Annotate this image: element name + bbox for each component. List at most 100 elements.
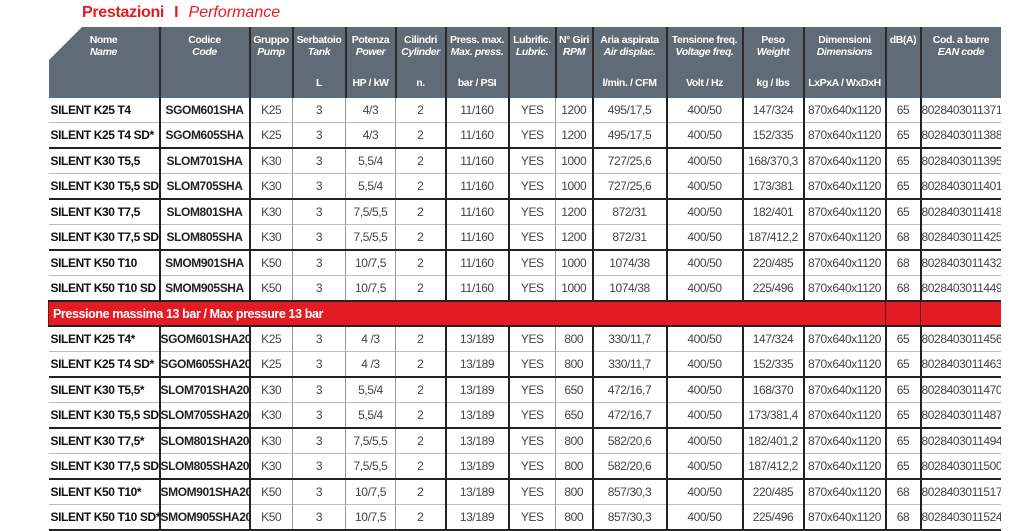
table-cell: 8028403011463	[919, 351, 1001, 378]
table-cell: YES	[507, 453, 556, 480]
table-cell: 152/335	[741, 351, 804, 378]
table-cell: 3	[292, 148, 346, 174]
table-row: SILENT K30 T7,5 SLOM801SHA K30 3 7,5/5,5 2 11/…	[48, 199, 1001, 225]
column-header-en: EAN code	[937, 46, 985, 58]
column-header: Serbatoio Tank L	[291, 27, 346, 98]
section-band-row: Pressione massima 13 bar / Max pressure …	[48, 301, 1001, 327]
table-cell: 7,5/5,5	[345, 224, 396, 251]
column-header-unit: l/min. / CFM	[602, 77, 657, 89]
table-cell: 11/160	[444, 148, 509, 174]
table-cell: 870x640x1120	[802, 351, 886, 378]
table-cell: 870x640x1120	[802, 250, 886, 276]
table-cell: K50	[248, 504, 293, 531]
table-cell: 472/16,7	[591, 402, 667, 429]
table-cell: 182/401	[741, 199, 804, 225]
table-cell: 8028403011432	[919, 250, 1001, 276]
table-cell: 8028403011517	[919, 479, 1001, 505]
column-header-en: Tank	[307, 46, 331, 58]
table-cell: 8028403011449	[919, 275, 1001, 302]
table-cell: 220/485	[741, 479, 804, 505]
table-cell: 8028403011470	[919, 377, 1001, 403]
table-cell: 857/30,3	[591, 504, 667, 531]
table-cell: 400/50	[665, 326, 743, 352]
table-cell: 2	[395, 122, 446, 149]
table-cell: 10/7,5	[345, 479, 396, 505]
cell-code: SLOM805SHA206	[158, 453, 250, 480]
table-cell: 11/160	[444, 250, 509, 276]
table-cell: 870x640x1120	[802, 224, 886, 251]
column-header-en: RPM	[562, 46, 586, 58]
table-cell: 3	[292, 275, 346, 302]
column-header-en: Max. press.	[450, 46, 504, 58]
table-row: SILENT K50 T10 SD SMOM905SHA K50 3 10/7,5 2 11…	[48, 275, 1001, 302]
table-cell: 7,5/5,5	[345, 453, 396, 480]
table-cell: 1000	[555, 173, 593, 200]
table-cell: 1000	[555, 148, 593, 174]
table-cell: 13/189	[444, 377, 509, 403]
table-cell: 13/189	[444, 428, 509, 454]
column-header: N° Giri RPM	[554, 27, 593, 98]
table-cell: 400/50	[665, 479, 743, 505]
table-cell: 2	[395, 402, 446, 429]
table-cell: 1074/38	[591, 275, 667, 302]
table-cell: 3	[292, 453, 346, 480]
table-row: SILENT K30 T7,5 SD SLOM805SHA K30 3 7,5/5,5 2…	[48, 224, 1001, 251]
table-cell: 582/20,6	[591, 428, 667, 454]
table-cell: 727/25,6	[591, 173, 667, 200]
table-cell: 400/50	[665, 275, 743, 302]
column-header-en: Code	[192, 46, 217, 58]
table-cell: 8028403011456	[919, 326, 1001, 352]
table-cell: K50	[248, 479, 293, 505]
table-cell: 152/335	[741, 122, 804, 149]
table-cell: 65	[884, 377, 921, 403]
column-header-it: Peso	[761, 34, 785, 46]
table-cell: 2	[395, 377, 446, 403]
table-cell: 182/401,2	[741, 428, 804, 454]
table-cell: YES	[507, 173, 556, 200]
column-header: Codice Code	[158, 27, 250, 98]
table-cell: K30	[248, 402, 293, 429]
table-cell: 400/50	[665, 199, 743, 225]
table-cell: 870x640x1120	[802, 148, 886, 174]
table-cell: 11/160	[444, 275, 509, 302]
table-cell: 147/324	[741, 98, 804, 123]
table-row: SILENT K50 T10 SMOM901SHA K50 3 10/7,5 2 11/16…	[48, 250, 1001, 276]
table-cell: YES	[507, 275, 556, 302]
table-cell: 400/50	[665, 453, 743, 480]
table-cell: 5,5/4	[345, 402, 396, 429]
table-cell: 13/189	[444, 453, 509, 480]
table-cell: 2	[395, 98, 446, 123]
table-cell: 800	[555, 428, 593, 454]
column-header-en: Pump	[257, 46, 285, 58]
table-cell: 65	[884, 148, 921, 174]
title-english: Performance	[188, 4, 281, 21]
table-cell: 857/30,3	[591, 479, 667, 505]
table-cell: YES	[507, 479, 556, 505]
cell-code: SMOM905SHA208	[158, 504, 250, 531]
table-cell: 400/50	[665, 377, 743, 403]
table-cell: YES	[507, 122, 556, 149]
column-header-en: Lubric.	[515, 46, 549, 58]
table-cell: 400/50	[665, 173, 743, 200]
table-cell: 330/11,7	[591, 326, 667, 352]
table-cell: 400/50	[665, 224, 743, 251]
table-row: SILENT K50 T10 SD* SMOM905SHA208 K50 3 10/7,…	[48, 504, 1001, 531]
table-cell: YES	[507, 428, 556, 454]
table-cell: 872/31	[591, 199, 667, 225]
table-cell: 147/324	[741, 326, 804, 352]
column-header-it: dB(A)	[889, 34, 917, 46]
table-cell: 68	[884, 275, 921, 302]
table-cell: 1200	[555, 98, 593, 123]
cell-code: SLOM801SHA205	[158, 428, 250, 454]
table-cell: 800	[555, 326, 593, 352]
table-cell: 8028403011500	[919, 453, 1001, 480]
column-header: Aria aspirata Air displac. l/min. / CFM	[591, 27, 667, 98]
table-cell: 2	[395, 148, 446, 174]
column-header-unit: kg / lbs	[756, 77, 790, 89]
table-row: SILENT K30 T7,5* SLOM801SHA205 K30 3 7,5/5,5…	[48, 428, 1001, 454]
table-cell: 800	[555, 504, 593, 531]
table-cell: 3	[292, 98, 346, 123]
table-cell: 7,5/5,5	[345, 199, 396, 225]
table-cell: 13/189	[444, 326, 509, 352]
column-header-en: Weight	[756, 46, 790, 58]
